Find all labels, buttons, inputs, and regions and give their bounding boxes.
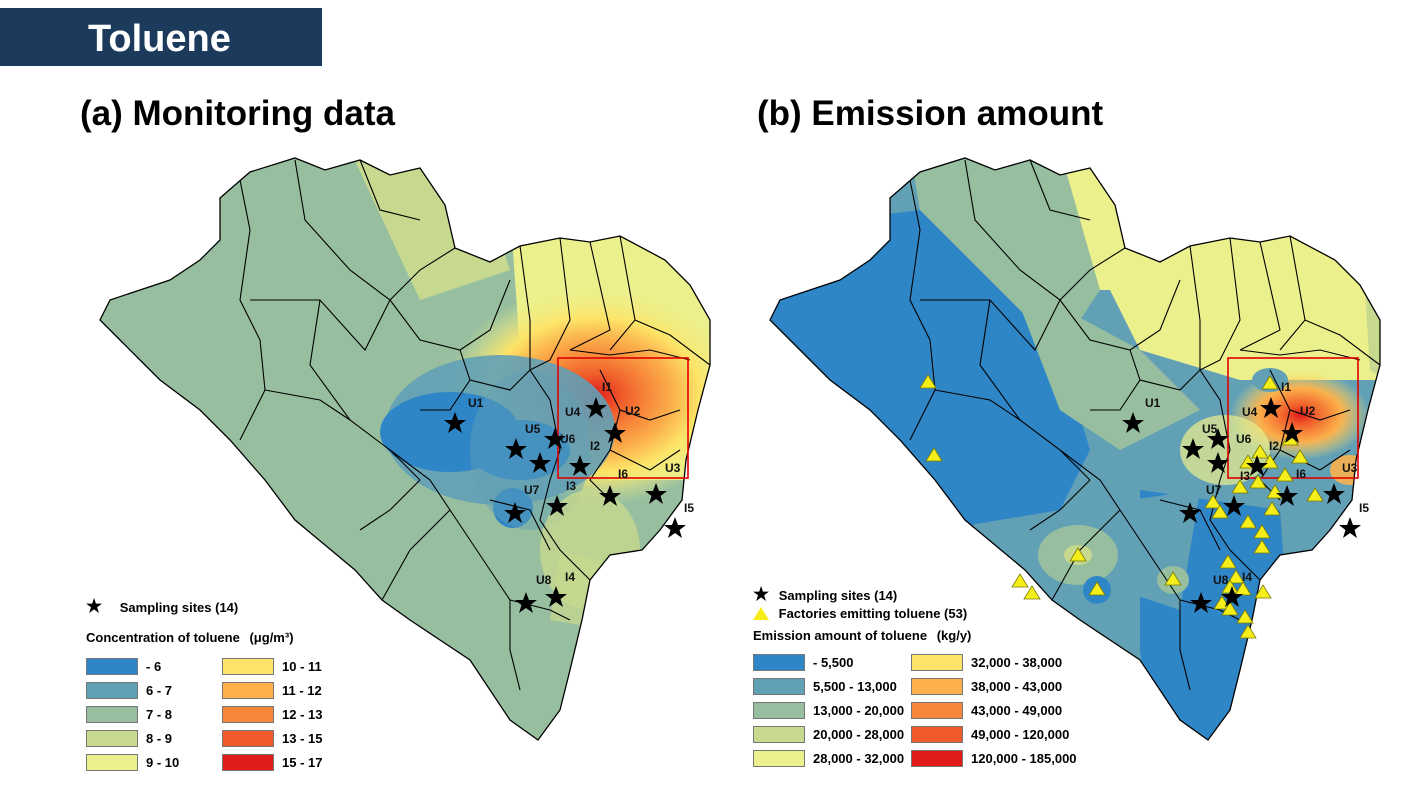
legend-class-label: 120,000 - 185,000 (971, 751, 1077, 766)
svg-text:I6: I6 (1296, 467, 1306, 481)
legend-class-label: 28,000 - 32,000 (813, 751, 905, 766)
sampling-sites-a (444, 397, 686, 613)
legend-swatch (753, 678, 805, 695)
svg-text:U8: U8 (536, 573, 552, 587)
legend-class-label: 32,000 - 38,000 (971, 655, 1063, 670)
legend-class-label: 12 - 13 (282, 707, 323, 722)
legend-a: ★ Sampling sites (14) Concentration of t… (86, 596, 376, 776)
svg-text:I6: I6 (618, 467, 628, 481)
factory-markers (919, 374, 1324, 639)
legend-class-label: 38,000 - 43,000 (971, 679, 1063, 694)
highlight-box (557, 357, 689, 479)
svg-text:I3: I3 (1240, 469, 1250, 483)
star-icon: ★ (86, 596, 103, 616)
legend-class-label: 20,000 - 28,000 (813, 727, 905, 742)
legend-class-label: - 5,500 (813, 655, 854, 670)
legend-class-label: - 6 (146, 659, 162, 674)
legend-swatch (753, 702, 805, 719)
legend-heading-b: Emission amount of toluene (753, 628, 928, 643)
legend-swatch (911, 702, 963, 719)
legend-swatch (86, 658, 138, 675)
monitoring-map: U1 U2 U4 U5 U6 U7 U8 I1 I2 I3 I4 I5 I6 U… (99, 157, 711, 741)
svg-text:U1: U1 (1145, 396, 1161, 410)
title-banner: Toluene (0, 8, 322, 66)
svg-text:U8: U8 (1213, 573, 1229, 587)
legend-class-label: 9 - 10 (146, 755, 180, 770)
legend-swatch (86, 754, 138, 771)
emission-map: U1 U2 U4 U5 U6 U7 U8 I1 I2 I3 I4 I5 I6 U… (769, 157, 1381, 741)
panel-a-title: (a) Monitoring data (80, 94, 395, 133)
banner-title: Toluene (88, 18, 231, 60)
svg-text:U3: U3 (1342, 461, 1358, 475)
svg-text:I1: I1 (1281, 380, 1291, 394)
legend-swatch (222, 706, 274, 723)
svg-text:I4: I4 (1242, 570, 1252, 584)
legend-class-label: 8 - 9 (146, 731, 173, 746)
legend-b: ★ Sampling sites (14) Factories emitting… (753, 584, 1093, 774)
svg-text:U6: U6 (560, 432, 576, 446)
legend-class-label: 5,500 - 13,000 (813, 679, 897, 694)
legend-class-label: 15 - 17 (282, 755, 323, 770)
legend-swatch (911, 726, 963, 743)
legend-class-label: 11 - 12 (282, 683, 322, 698)
legend-swatch (911, 750, 963, 767)
svg-text:U5: U5 (1202, 422, 1218, 436)
svg-text:I5: I5 (1359, 501, 1369, 515)
legend-swatch (86, 706, 138, 723)
svg-text:U1: U1 (468, 396, 484, 410)
factories-label: Factories emitting toluene (53) (778, 606, 968, 621)
legend-swatch (911, 678, 963, 695)
legend-swatch (222, 682, 274, 699)
legend-swatch (86, 730, 138, 747)
site-labels-b: U1 U2 U4 U5 U6 U7 U8 I1 I2 I3 I4 I5 I6 U… (1145, 380, 1369, 587)
legend-class-label: 13 - 15 (282, 731, 323, 746)
svg-text:U4: U4 (565, 405, 581, 419)
svg-text:U4: U4 (1242, 405, 1258, 419)
legend-swatch (222, 754, 274, 771)
panel-b-title: (b) Emission amount (757, 94, 1104, 133)
svg-text:U2: U2 (1300, 404, 1316, 418)
legend-swatch (753, 654, 805, 671)
triangle-icon (753, 607, 769, 620)
legend-swatch (222, 730, 274, 747)
legend-class-label: 10 - 11 (282, 659, 322, 674)
legend-class-label: 6 - 7 (146, 683, 173, 698)
svg-text:U7: U7 (1206, 483, 1222, 497)
svg-text:U5: U5 (525, 422, 541, 436)
legend-class-label: 13,000 - 20,000 (813, 703, 905, 718)
legend-swatch (753, 750, 805, 767)
site-labels-a: U1 U2 U4 U5 U6 U7 U8 I1 I2 I3 I4 I5 I6 U… (468, 380, 694, 587)
legend-unit-b: (kg/y) (936, 628, 972, 643)
svg-text:U3: U3 (665, 461, 681, 475)
legend-heading-a: Concentration of toluene (86, 630, 240, 645)
legend-swatch (753, 726, 805, 743)
svg-text:I4: I4 (565, 570, 575, 584)
highlight-box (1227, 357, 1359, 479)
legend-unit-a: (μg/m³) (249, 630, 294, 645)
svg-text:U6: U6 (1236, 432, 1252, 446)
legend-swatch (911, 654, 963, 671)
svg-text:U2: U2 (625, 404, 641, 418)
svg-text:I1: I1 (602, 380, 612, 394)
sites-label-b: Sampling sites (14) (778, 588, 898, 603)
svg-text:U7: U7 (524, 483, 540, 497)
legend-swatch (86, 682, 138, 699)
legend-swatch (222, 658, 274, 675)
svg-text:I2: I2 (590, 439, 600, 453)
legend-class-label: 49,000 - 120,000 (971, 727, 1070, 742)
svg-text:I2: I2 (1269, 439, 1279, 453)
legend-class-label: 43,000 - 49,000 (971, 703, 1063, 718)
sampling-sites-b (1122, 397, 1361, 613)
legend-class-label: 7 - 8 (146, 707, 173, 722)
star-icon: ★ (753, 584, 770, 604)
sites-label-a: Sampling sites (14) (119, 600, 239, 615)
svg-text:I3: I3 (566, 479, 576, 493)
svg-text:I5: I5 (684, 501, 694, 515)
